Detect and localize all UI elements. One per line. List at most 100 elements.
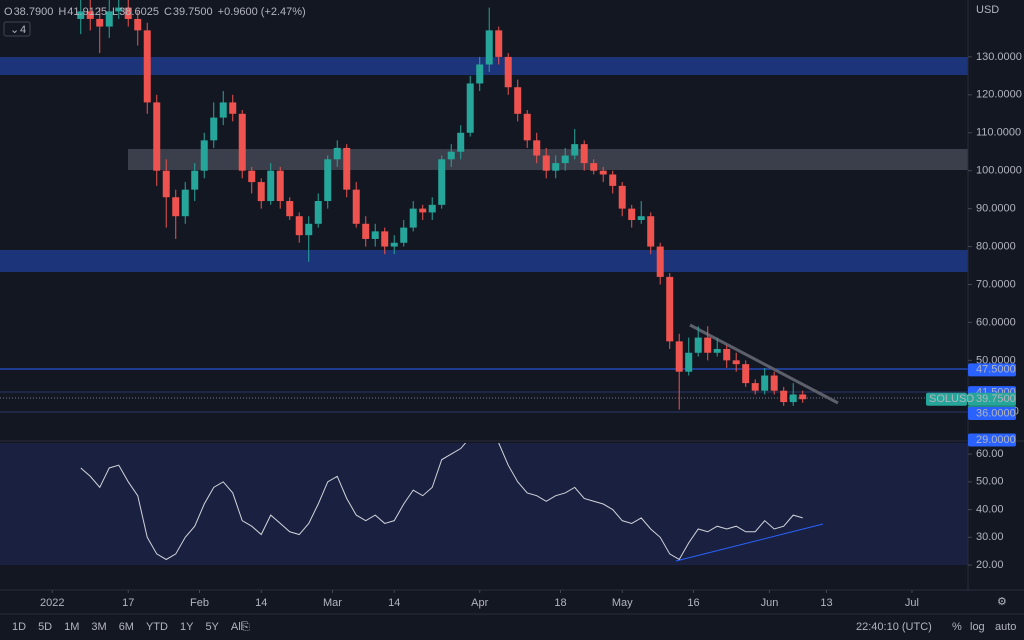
price-tag (968, 433, 1016, 447)
rsi-pane (0, 443, 968, 565)
y-tick-label: 110.0000 (976, 127, 1021, 139)
range-button[interactable]: 5Y (205, 621, 219, 633)
candle-body (504, 56, 512, 88)
candle-body (780, 390, 788, 403)
candle-body (105, 11, 113, 27)
candle-body (143, 30, 151, 103)
settings-icon[interactable]: ⚙ (997, 596, 1007, 608)
date-range-icon[interactable]: ⎘ (241, 621, 250, 633)
candle-body (751, 383, 759, 391)
candle-body (732, 360, 740, 365)
candle-body (343, 147, 351, 190)
y-tick-label: 100.0000 (976, 165, 1022, 177)
candle-body (371, 231, 379, 239)
candle-body (295, 216, 303, 236)
candle-body (124, 7, 132, 19)
candle-body (248, 170, 256, 183)
x-tick-label: 16 (687, 597, 699, 609)
ohlc-value: 38.7900 (14, 6, 54, 18)
candle-body (352, 189, 360, 224)
ohlc-value: 38.6025 (119, 6, 159, 18)
y-tick-label: 60.0000 (976, 316, 1016, 328)
candle-body (580, 144, 588, 164)
ohlc-key: H (58, 6, 66, 18)
candle-body (656, 246, 664, 277)
ohlc-key: O (4, 6, 13, 18)
candle-body (314, 201, 322, 224)
rsi-band (0, 443, 968, 565)
candle-body (305, 223, 313, 236)
candle-body (533, 140, 541, 156)
ohlc-key: L (112, 6, 118, 18)
candle-body (381, 231, 389, 247)
scale-option[interactable]: % (952, 621, 962, 633)
candle-body (485, 30, 493, 65)
x-tick-label: 14 (388, 597, 400, 609)
range-button[interactable]: 1D (12, 621, 26, 633)
candle-body (789, 394, 797, 403)
x-tick-label: Mar (323, 597, 342, 609)
candle-body (495, 30, 503, 57)
price-pane (0, 0, 968, 413)
candle-body (571, 144, 579, 156)
y-tick-label: 120.0000 (976, 89, 1022, 101)
candle-body (770, 375, 778, 391)
x-tick-label: Jul (905, 597, 919, 609)
indicator-toggle[interactable] (3, 21, 31, 37)
candle-body (134, 18, 142, 31)
scale-option[interactable]: log (970, 621, 985, 633)
candle-body (457, 132, 465, 152)
rsi-line (80, 443, 803, 561)
candle-body (257, 182, 265, 202)
x-tick-label: May (612, 597, 633, 609)
candle-body (428, 204, 436, 213)
candle-body (713, 348, 721, 353)
candle-body (438, 159, 446, 205)
range-button[interactable]: 3M (91, 621, 106, 633)
zone (0, 57, 968, 75)
price-tag (968, 406, 1016, 420)
y-tick-label: 50.00 (976, 476, 1004, 488)
candle-body (267, 170, 275, 202)
x-tick-label: 13 (820, 597, 832, 609)
scale-option[interactable]: auto (995, 621, 1016, 633)
y-tick-label: 90.0000 (976, 203, 1016, 215)
candle-body (362, 223, 370, 239)
price-tag-label: 36.0000 (976, 407, 1016, 419)
range-button[interactable]: YTD (146, 621, 168, 633)
candle-body (666, 276, 674, 342)
candle-body (723, 348, 731, 361)
price-tag-label: 39.7500 (976, 393, 1016, 405)
legend: O 38.7900 H 41.9125 L 38.6025 C 39.7500 +0.9600 … (4, 6, 306, 18)
range-button[interactable]: 6M (119, 621, 134, 633)
trend-line (689, 323, 839, 405)
y-tick-label: 40.00 (976, 503, 1004, 515)
range-button[interactable]: 5D (38, 621, 52, 633)
range-button[interactable]: 1Y (180, 621, 194, 633)
candle-body (542, 155, 550, 171)
x-tick-label: 17 (122, 597, 134, 609)
candle-body (599, 170, 607, 175)
candle-body (219, 102, 227, 118)
candle-body (466, 83, 474, 133)
trend-line (675, 523, 824, 562)
candle-body (618, 185, 626, 209)
ohlc-value: 39.7500 (173, 6, 213, 18)
candle-body (514, 87, 522, 114)
candle-body (191, 170, 199, 190)
ohlc-key: C (164, 6, 172, 18)
candle-body (286, 201, 294, 217)
currency[interactable]: USD (976, 4, 999, 16)
candle-body (390, 242, 398, 247)
candle-body (561, 155, 569, 164)
ohlc-value: 41.9125 (67, 6, 107, 18)
candle-body (675, 341, 683, 372)
range-button[interactable]: 1M (64, 621, 79, 633)
x-tick-label: Apr (471, 597, 488, 609)
candle-body (333, 147, 341, 160)
symbol-label: SOLUSD (929, 393, 974, 405)
range-button[interactable]: All (231, 621, 243, 633)
candle-body (523, 113, 531, 141)
